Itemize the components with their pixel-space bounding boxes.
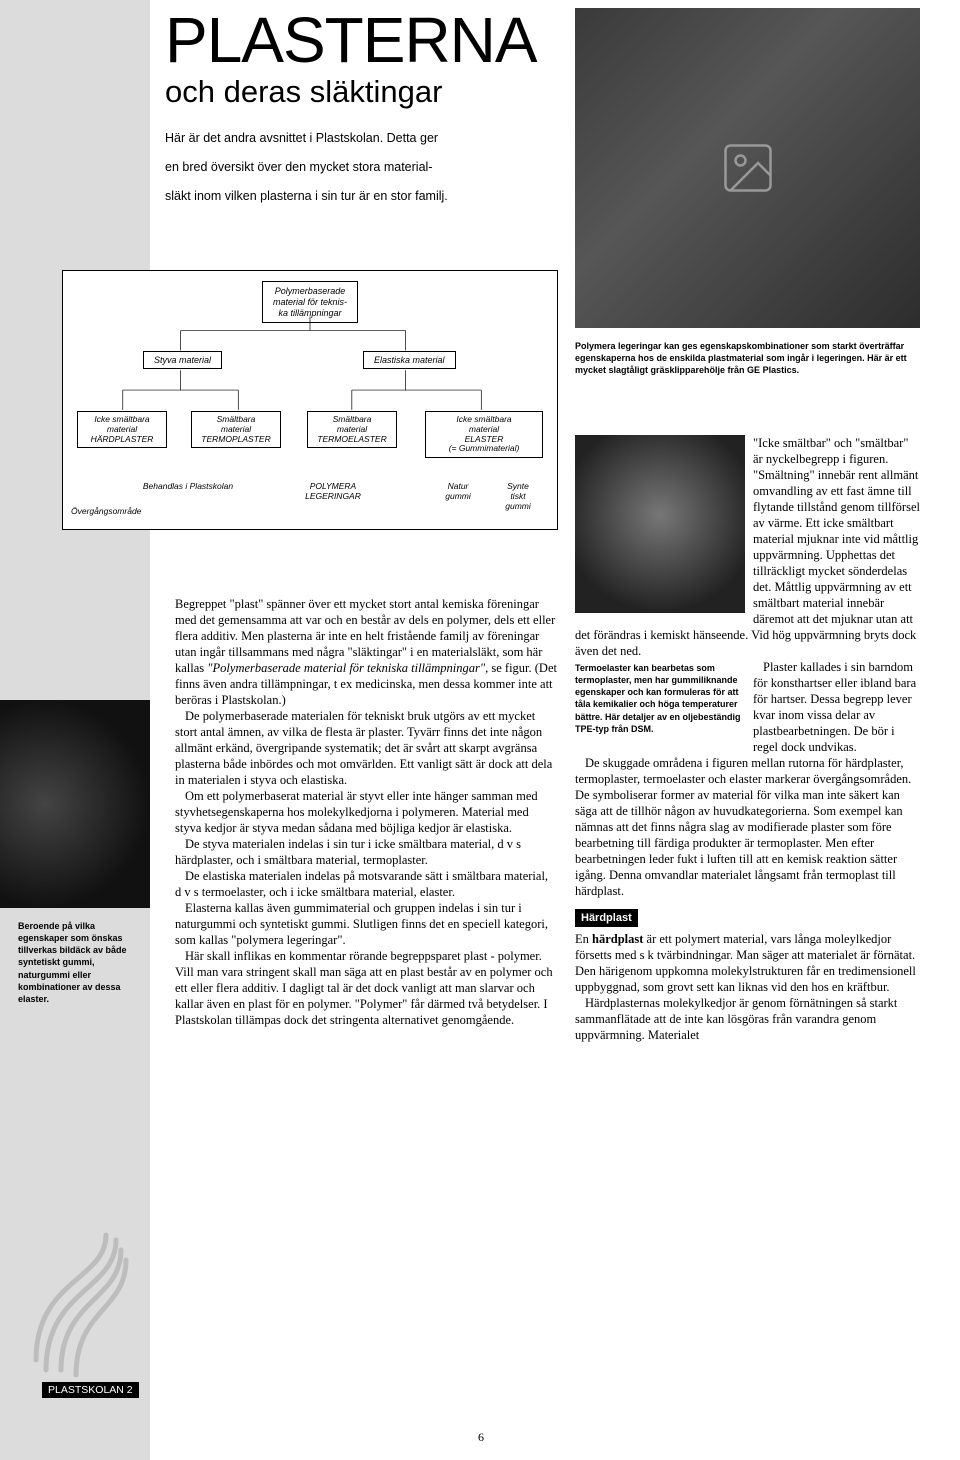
page-number: 6 bbox=[478, 1430, 484, 1445]
logo-swirl-icon bbox=[26, 1230, 136, 1380]
diagram-leaf-1: Icke smältbaramaterialHÄRDPLASTER bbox=[77, 411, 167, 448]
title-main: PLASTERNA bbox=[165, 8, 555, 72]
title-sub: och deras släktingar bbox=[165, 74, 555, 110]
inset-photo bbox=[575, 435, 745, 613]
center-p1-italic: "Polymerbaserade material för tekniska t… bbox=[207, 661, 485, 675]
intro-line-3: släkt inom vilken plasterna i sin tur är… bbox=[165, 182, 555, 211]
center-p4: De styva materialen indelas i sin tur i … bbox=[175, 836, 557, 868]
diagram-bottom-2: POLYMERALEGERINGAR bbox=[288, 481, 378, 501]
tire-photo bbox=[0, 700, 150, 908]
classification-diagram: Polymerbaseradematerial för teknis-ka ti… bbox=[62, 270, 558, 530]
right-p5: Härdplasternas molekylkedjor är genom fö… bbox=[575, 995, 920, 1043]
center-p7: Här skall inflikas en kommentar rörande … bbox=[175, 948, 557, 1028]
diagram-bottom-4: Syntetisktgummi bbox=[493, 481, 543, 511]
intro-line-1: Här är det andra avsnittet i Plastskolan… bbox=[165, 124, 555, 153]
tire-photo-caption: Beroende på vilka egenskaper som önskas … bbox=[18, 920, 138, 1005]
diagram-leaf-3: SmältbaramaterialTERMOELASTER bbox=[307, 411, 397, 448]
center-p3: Om ett polymerbaserat material är styvt … bbox=[175, 788, 557, 836]
right-p4-bold: härdplast bbox=[592, 932, 643, 946]
header: PLASTERNA och deras släktingar Här är de… bbox=[165, 8, 555, 210]
center-p6: Elasterna kallas även gummimaterial och … bbox=[175, 900, 557, 948]
diagram-root: Polymerbaseradematerial för teknis-ka ti… bbox=[262, 281, 358, 323]
intro-line-2: en bred översikt över den mycket stora m… bbox=[165, 153, 555, 182]
diagram-root-text: Polymerbaseradematerial för teknis-ka ti… bbox=[273, 286, 347, 318]
plastskolan-tag: PLASTSKOLAN 2 bbox=[42, 1382, 139, 1398]
diagram-leaf-2: SmältbaramaterialTERMOPLASTER bbox=[191, 411, 281, 448]
intro: Här är det andra avsnittet i Plastskolan… bbox=[165, 124, 555, 210]
center-p1: Begreppet "plast" spänner över ett mycke… bbox=[175, 596, 557, 708]
right-p3: De skuggade områdena i figuren mellan ru… bbox=[575, 755, 920, 899]
section-band-hardplast: Härdplast bbox=[575, 909, 638, 927]
photo-placeholder-icon bbox=[718, 138, 778, 198]
diagram-leaf-4: Icke smältbaramaterialELASTER(= Gummimat… bbox=[425, 411, 543, 458]
center-p2: De polymerbaserade materialen för teknis… bbox=[175, 708, 557, 788]
diagram-bottom-3: Naturgummi bbox=[433, 481, 483, 501]
right-p4: En härdplast är ett polymert material, v… bbox=[575, 931, 920, 995]
inset-photo-caption: Termoelaster kan bearbetas som termoplas… bbox=[575, 662, 745, 735]
diagram-bottom-1: Behandlas i Plastskolan bbox=[103, 481, 273, 491]
center-column: Begreppet "plast" spänner över ett mycke… bbox=[175, 596, 557, 1028]
diagram-mid-left: Styva material bbox=[143, 351, 222, 369]
right-column: "Icke smältbar" och "smältbar" är nyckel… bbox=[575, 435, 920, 1043]
hero-photo-caption: Polymera legeringar kan ges egenskapskom… bbox=[575, 340, 920, 376]
diagram-bottom-side: Övergångsområde bbox=[71, 506, 191, 516]
hero-photo bbox=[575, 8, 920, 328]
center-p5: De elastiska materialen indelas på motsv… bbox=[175, 868, 557, 900]
diagram-mid-right: Elastiska material bbox=[363, 351, 456, 369]
